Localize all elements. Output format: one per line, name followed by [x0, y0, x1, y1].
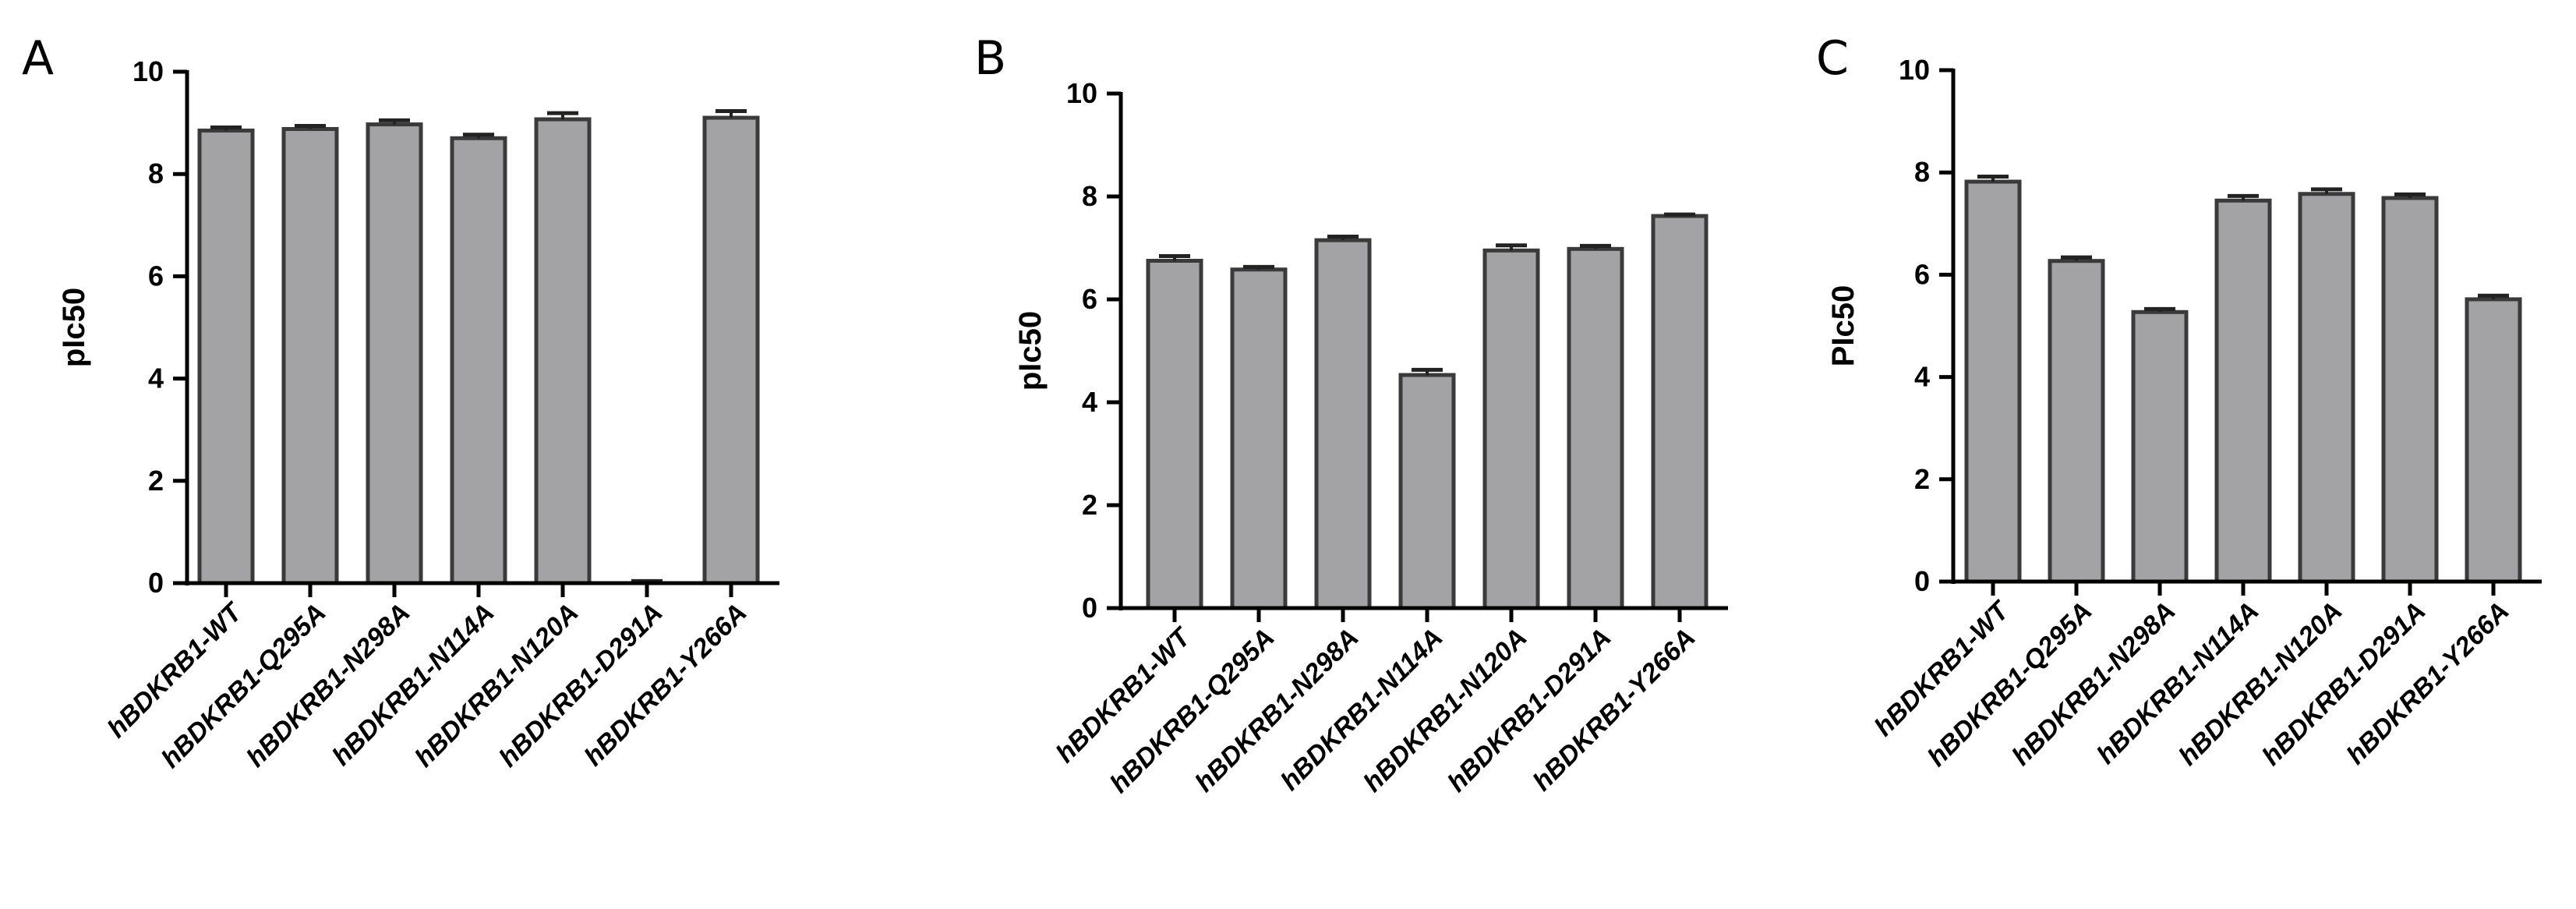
bar	[1314, 238, 1372, 610]
y-axis-label: PIc50	[1826, 285, 1860, 367]
bar	[1482, 248, 1540, 610]
bar	[281, 126, 339, 585]
bar	[534, 117, 592, 585]
bar	[2465, 297, 2522, 584]
y-tick-label: 6	[1914, 258, 1930, 290]
bar	[1964, 179, 2022, 584]
bar	[1398, 373, 1456, 610]
x-tick-label: hBDKRB1-D291A	[2256, 596, 2432, 772]
y-tick-label: 4	[148, 363, 164, 394]
x-tick-label: hBDKRB1-N298A	[241, 598, 416, 773]
bar	[366, 122, 423, 585]
y-tick-label: 0	[1914, 565, 1930, 597]
bar	[197, 128, 255, 585]
y-tick-label: 0	[1082, 592, 1097, 624]
panel-letter: A	[22, 31, 54, 86]
bar	[2131, 309, 2189, 584]
chart-panel-c: CPIc500246810hBDKRB1-WThBDKRB1-Q295AhBDK…	[1816, 31, 2542, 773]
panel-letter: C	[1816, 31, 1849, 86]
chart-panel-a: ApIc500246810hBDKRB1-WThBDKRB1-Q295AhBDK…	[22, 31, 779, 774]
x-tick-label: hBDKRB1-Q295A	[1104, 623, 1281, 799]
x-tick-label: hBDKRB1-Y266A	[1527, 623, 1701, 797]
bar	[702, 115, 760, 585]
y-tick-label: 4	[1082, 386, 1097, 418]
y-tick-label: 6	[1082, 283, 1097, 315]
y-axis-label: pIc50	[1013, 311, 1048, 391]
y-tick-label: 10	[1066, 77, 1097, 109]
x-tick-label: hBDKRB1-N120A	[409, 598, 585, 773]
y-tick-label: 4	[1914, 361, 1930, 393]
y-tick-label: 0	[148, 567, 164, 599]
chart-panel-b: BpIc500246810hBDKRB1-WThBDKRB1-Q295AhBDK…	[974, 31, 1728, 799]
x-tick-label: hBDKRB1-N120A	[2173, 596, 2348, 772]
x-tick-label: hBDKRB1-Y266A	[578, 598, 752, 772]
x-tick-label: hBDKRB1-N120A	[1358, 623, 1533, 798]
y-axis-label: pIc50	[57, 288, 91, 367]
bar	[450, 136, 507, 585]
bar	[2381, 196, 2439, 584]
x-tick-label: hBDKRB1-N114A	[327, 598, 500, 772]
y-tick-label: 10	[133, 55, 164, 87]
x-tick-label: hBDKRB1-N114A	[2091, 596, 2265, 770]
x-tick-label: hBDKRB1-N114A	[1275, 623, 1449, 797]
panel-letter: B	[974, 31, 1006, 86]
y-tick-label: 8	[1914, 156, 1930, 188]
bar	[2048, 259, 2105, 584]
x-tick-label: hBDKRB1-N298A	[1189, 623, 1365, 798]
y-tick-label: 10	[1899, 54, 1930, 86]
bar	[1230, 267, 1288, 610]
bar	[1651, 214, 1708, 610]
y-tick-label: 6	[148, 260, 164, 292]
x-tick-label: hBDKRB1-Q295A	[156, 598, 332, 774]
y-tick-label: 2	[1082, 489, 1097, 521]
y-tick-label: 8	[1082, 180, 1097, 212]
y-tick-label: 8	[148, 157, 164, 189]
x-tick-label: hBDKRB1-D291A	[1442, 623, 1617, 798]
x-tick-label: hBDKRB1-Y266A	[2341, 596, 2514, 770]
y-tick-label: 2	[148, 465, 164, 497]
bar	[2214, 198, 2272, 584]
bar	[2298, 192, 2355, 584]
x-tick-label: hBDKRB1-D291A	[493, 598, 669, 773]
x-tick-label: hBDKRB1-N298A	[2006, 596, 2182, 772]
bar	[1567, 246, 1624, 610]
y-tick-label: 2	[1914, 463, 1930, 495]
bar	[1146, 259, 1203, 610]
